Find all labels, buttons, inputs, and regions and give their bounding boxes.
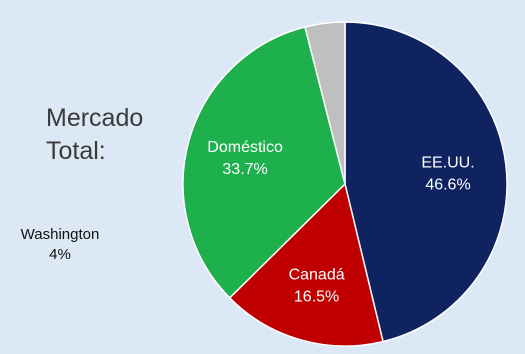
slice-label-washington-value: 4%	[49, 246, 71, 263]
chart-title-line-1: Mercado	[46, 104, 144, 132]
slice-label-domestico-value: 33.7%	[222, 161, 267, 178]
pie-slice-domestico	[182, 26, 346, 299]
slice-label-ee-uu-name: EE.UU.	[421, 155, 474, 172]
pie-slice-ee-uu	[344, 21, 508, 343]
slice-label-canada-value: 16.5%	[294, 289, 339, 306]
chart-title-line-2: Total:	[46, 137, 106, 165]
slice-label-domestico-name: Doméstico	[207, 139, 283, 156]
pie-slice-washington	[304, 21, 346, 185]
slice-label-ee-uu-value: 46.6%	[425, 177, 470, 194]
slice-label-washington: Washington 4%	[0, 225, 120, 265]
slice-label-canada-name: Canadá	[289, 267, 345, 284]
chart-title: Mercado Total:	[46, 102, 143, 168]
slice-label-washington-name: Washington	[20, 226, 100, 243]
pie-slice-canada	[228, 182, 384, 347]
